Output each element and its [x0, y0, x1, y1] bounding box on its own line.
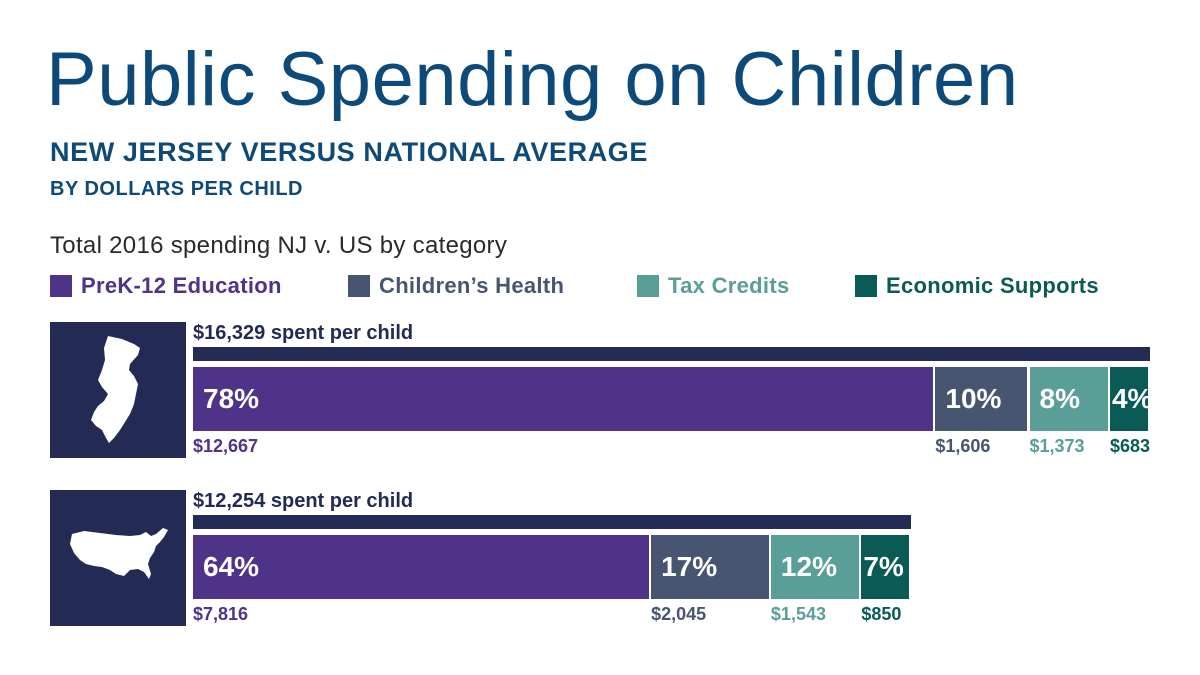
total-spent-label: $16,329 spent per child [193, 322, 414, 344]
legend-swatch [637, 275, 659, 297]
legend-item: Economic Supports [855, 272, 1099, 300]
dollar-amount-label: $2,045 [651, 604, 707, 624]
dollar-amount-label: $683 [1109, 436, 1151, 456]
dollar-amount-label: $1,543 [770, 604, 826, 624]
legend-item: Children’s Health [348, 272, 564, 300]
chart-caption: Total 2016 spending NJ v. US by category [50, 232, 508, 259]
usa-map-icon [50, 490, 186, 626]
legend-label: PreK-12 Education [81, 273, 282, 298]
bar-segment: 12% [770, 535, 860, 599]
dollar-amount-label: $12,667 [193, 436, 259, 456]
legend-label: Tax Credits [668, 273, 790, 298]
dollar-amount-label: $1,373 [1029, 436, 1085, 456]
bar-segment: 64% [193, 535, 650, 599]
legend-swatch [50, 275, 72, 297]
legend-item: Tax Credits [637, 272, 790, 300]
total-bar [193, 347, 1150, 361]
bar-segment: 8% [1029, 367, 1108, 431]
legend-label: Economic Supports [886, 273, 1099, 298]
page-title: Public Spending on Children [46, 37, 1019, 122]
dollar-amount-label: $1,606 [935, 436, 991, 456]
dollar-amount-label: $7,816 [193, 604, 249, 624]
bar-segment: 17% [651, 535, 769, 599]
chart-subtitle: NEW JERSEY VERSUS NATIONAL AVERAGE [50, 137, 648, 167]
bar-segment: 10% [935, 367, 1028, 431]
legend-item: PreK-12 Education [50, 272, 282, 300]
dollar-amount-label: $850 [861, 604, 902, 624]
bar-segment: 78% [193, 367, 934, 431]
legend-swatch [855, 275, 877, 297]
bar-segment: 4% [1109, 367, 1148, 431]
legend: PreK-12 Education Children’s Health Tax Cr… [50, 272, 1160, 300]
new-jersey-map-icon [50, 322, 186, 458]
legend-label: Children’s Health [379, 273, 565, 298]
total-bar [193, 515, 912, 529]
legend-swatch [348, 275, 370, 297]
bar-segment: 7% [861, 535, 910, 599]
total-spent-label: $12,254 spent per child [193, 490, 414, 512]
chart-subtitle-units: BY DOLLARS PER CHILD [50, 178, 303, 200]
